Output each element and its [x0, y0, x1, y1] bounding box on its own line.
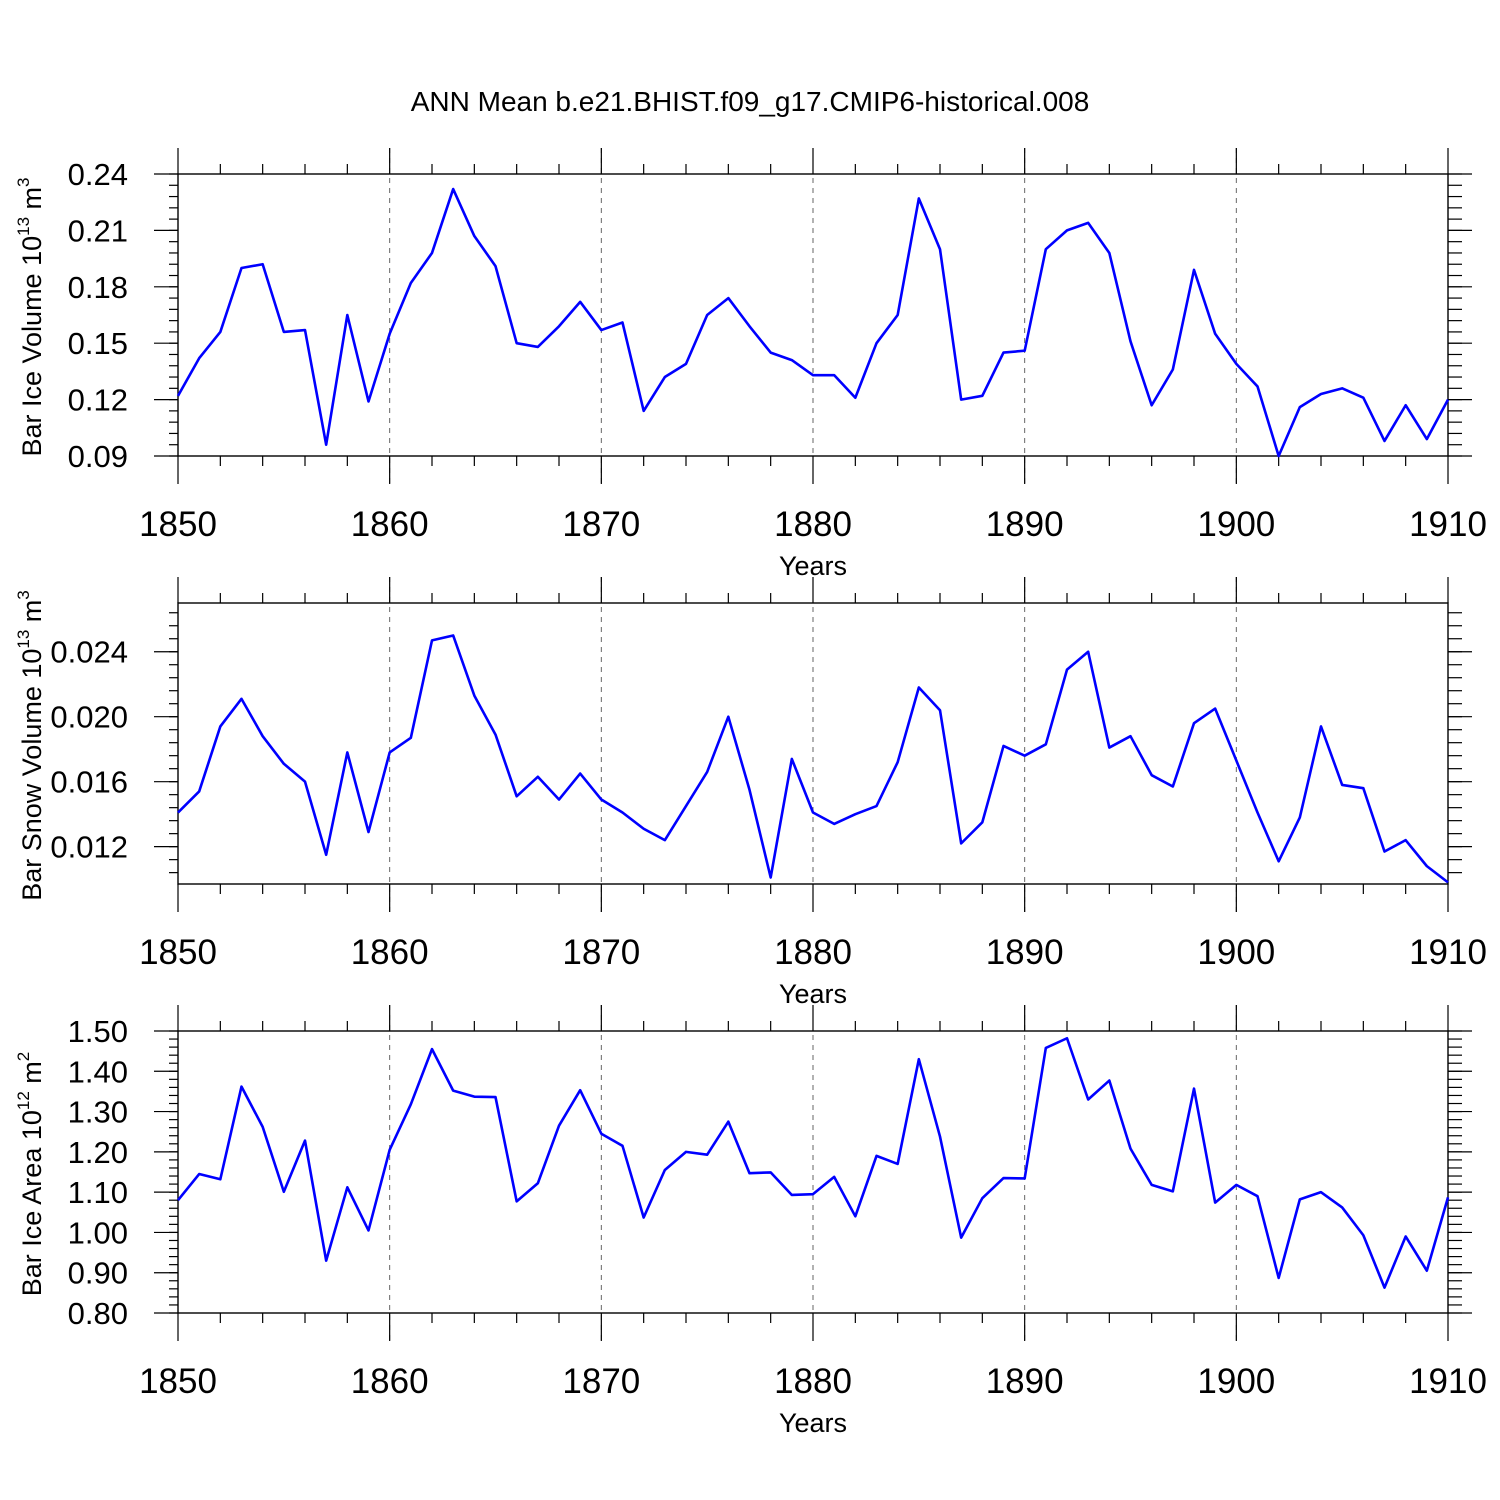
x-axis-label: Years	[779, 1408, 847, 1438]
y-tick-label: 1.10	[68, 1175, 128, 1210]
panel-1: 1850 1860 1870 1880 1890 1900 1910 Years 0.09 0.1…	[14, 148, 1487, 581]
y-tick-label: 0.24	[68, 157, 128, 192]
y-axis-label-unit: m	[17, 600, 47, 630]
plot-frame	[177, 1030, 1449, 1314]
x-tick-label: 1850	[139, 933, 217, 972]
y-axis-label-unit: m	[17, 187, 47, 217]
y-tick-label: 0.90	[68, 1256, 128, 1291]
x-tick-label: 1860	[351, 505, 429, 544]
x-tick-label: 1880	[774, 933, 852, 972]
x-tick-label: 1900	[1197, 505, 1275, 544]
x-tick-label: 1890	[986, 1362, 1064, 1401]
y-axis-label-unit-exponent: 3	[14, 177, 33, 186]
y-axis-label-unit-exponent: 3	[14, 590, 33, 599]
x-tick-label: 1910	[1409, 1362, 1487, 1401]
x-tick-label: 1860	[351, 1362, 429, 1401]
x-tick-label: 1870	[562, 505, 640, 544]
x-tick-label: 1890	[986, 933, 1064, 972]
x-tick-label: 1910	[1409, 933, 1487, 972]
x-tick-label: 1850	[139, 505, 217, 544]
series-line	[176, 1036, 1450, 1289]
y-tick-label: 0.020	[50, 700, 128, 735]
x-axis-label: Years	[779, 551, 847, 581]
y-tick-label: 0.80	[68, 1296, 128, 1331]
y-axis-label-exponent: 12	[14, 1091, 33, 1110]
y-tick-label: 0.12	[68, 383, 128, 418]
plot-frame	[177, 173, 1449, 457]
y-tick-label: 0.09	[68, 439, 128, 474]
x-tick-label: 1890	[986, 505, 1064, 544]
chart-panels: 1850 1860 1870 1880 1890 1900 1910 Years 0.09 0.1…	[14, 148, 1487, 1438]
series-line	[177, 634, 1449, 884]
y-axis-label-text: Bar Ice Area 10	[17, 1110, 47, 1296]
panel-2: 1850 1860 1870 1880 1890 1900 1910 Years 0.012 0.…	[14, 577, 1487, 1009]
y-axis-label: Bar Ice Volume 1013 m3	[14, 177, 47, 456]
y-axis-label: Bar Ice Area 1012 m2	[14, 1052, 47, 1297]
y-tick-label: 1.40	[68, 1054, 128, 1089]
x-tick-label: 1880	[774, 505, 852, 544]
y-axis-label-text: Bar Snow Volume 10	[17, 649, 47, 901]
panel-3: 1850 1860 1870 1880 1890 1900 1910 Years 0.80 0.9…	[14, 1005, 1487, 1438]
y-tick-label: 1.00	[68, 1215, 128, 1250]
y-tick-label: 1.20	[68, 1135, 128, 1170]
y-axis-label: Bar Snow Volume 1013 m3	[14, 590, 47, 901]
y-tick-label: 0.024	[50, 635, 128, 670]
x-tick-label: 1860	[351, 933, 429, 972]
x-tick-label: 1900	[1197, 1362, 1275, 1401]
series-line	[176, 187, 1450, 458]
y-axis-label-text: Bar Ice Volume 10	[17, 236, 47, 457]
y-tick-label: 0.012	[50, 830, 128, 865]
figure-title: ANN Mean b.e21.BHIST.f09_g17.CMIP6-histo…	[411, 86, 1090, 117]
y-axis-label-exponent: 13	[14, 630, 33, 649]
y-axis-label-unit: m	[17, 1061, 47, 1091]
y-tick-label: 1.30	[68, 1095, 128, 1130]
x-tick-label: 1880	[774, 1362, 852, 1401]
y-axis-label-exponent: 13	[14, 217, 33, 236]
x-axis-label: Years	[779, 979, 847, 1009]
y-tick-label: 0.18	[68, 270, 128, 305]
x-tick-label: 1850	[139, 1362, 217, 1401]
y-tick-label: 0.016	[50, 765, 128, 800]
y-tick-label: 1.50	[68, 1014, 128, 1049]
y-tick-label: 0.15	[68, 326, 128, 361]
x-tick-label: 1900	[1197, 933, 1275, 972]
x-tick-label: 1910	[1409, 505, 1487, 544]
y-tick-label: 0.21	[68, 213, 128, 248]
x-tick-label: 1870	[562, 1362, 640, 1401]
y-axis-label-unit-exponent: 2	[14, 1052, 33, 1061]
x-tick-label: 1870	[562, 933, 640, 972]
